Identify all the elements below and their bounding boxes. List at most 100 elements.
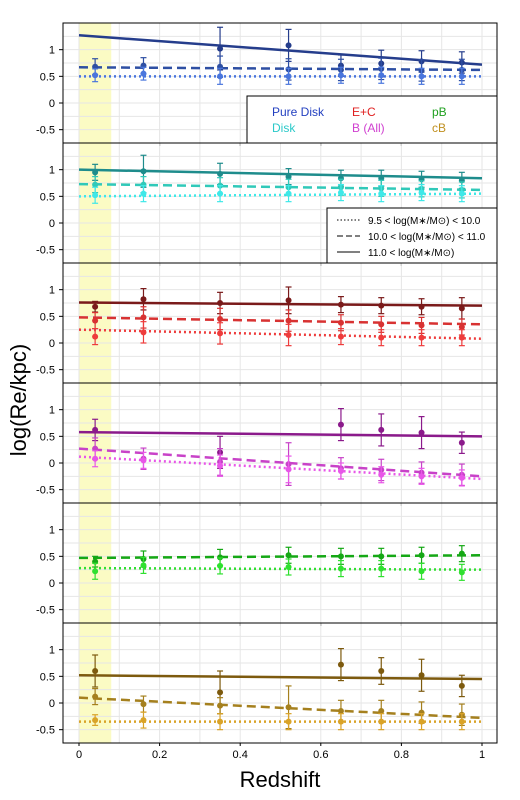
data-point [140,329,147,336]
data-point [285,297,292,304]
data-point [217,330,224,337]
data-point [217,462,224,469]
panel-5: -0.5 0 0.5 1 [36,502,498,626]
x-axis-label: Redshift [240,767,321,792]
data-point [418,303,425,310]
data-point [285,704,292,711]
y-tick-label: 0 [49,218,55,230]
data-point [217,562,224,569]
series-line-solid [78,674,483,681]
data-point [458,569,465,576]
series-line-dotted [78,566,483,571]
data-point [285,173,292,180]
y-tick-label: 1 [49,165,55,177]
y-tick-label: 1 [49,525,55,537]
series-line-dotted [78,328,483,340]
legend-mass-dotted-label: 9.5 < log(M∗/M⊙) < 10.0 [368,216,481,227]
data-point [92,169,99,176]
y-axis-label: log(Re/kpc) [6,344,31,456]
data-point [92,303,99,310]
data-point [92,568,99,575]
data-point [378,175,385,182]
x-tick-label: 0.8 [394,749,409,761]
data-point [378,72,385,79]
series-line-solid [78,301,483,307]
data-point [285,190,292,197]
data-point [217,300,224,306]
data-point [418,322,425,329]
data-point [458,682,465,689]
legend-mass-solid-label: 11.0 < log(M∗/M⊙) [368,248,454,259]
x-tick-label: 0.6 [313,749,328,761]
data-point [378,426,385,433]
y-tick-label: 0.5 [40,551,55,563]
data-point [458,550,465,557]
data-point [378,553,385,560]
data-point [418,73,425,80]
data-point [418,552,425,559]
data-point [337,468,344,474]
legend-pure-disk: Pure Disk [272,105,325,119]
data-point [140,168,147,175]
x-tick-label: 1 [479,749,485,761]
y-tick-label: 1 [49,285,55,297]
data-point [92,192,99,199]
data-point [217,689,224,696]
panel-frame [62,622,498,744]
y-tick-label: 0 [49,458,55,470]
data-point [378,321,385,328]
data-point [92,668,99,674]
y-tick-label: -0.5 [36,125,55,137]
data-point [92,693,99,700]
legend-disk: Disk [272,121,296,135]
data-point [337,333,344,340]
data-point [337,189,344,196]
series-line-dashed [78,182,483,192]
data-point [217,190,224,197]
panel-6: -0.5 0 0.5 1 0 0.2 0.4 0.6 0.8 1 [36,622,498,761]
y-tick-label: 0 [49,698,55,710]
data-point [140,562,147,569]
series-line-dashed [78,316,483,326]
data-point [418,334,425,341]
data-point [378,334,385,341]
data-point [140,717,147,724]
data-point [285,42,292,49]
data-point [458,334,465,341]
data-point [140,296,147,303]
data-point [337,661,344,668]
data-point [378,190,385,197]
series-line-solid [78,430,483,438]
x-tick-label: 0.4 [233,749,248,761]
data-point [378,565,385,572]
y-tick-label: 0.5 [40,431,55,443]
data-point [285,332,292,338]
data-point [378,708,385,714]
y-tick-label: -0.5 [36,725,55,737]
data-point [418,473,425,480]
series-line-dashed [78,554,483,560]
legend-b-all: B (All) [352,121,385,135]
data-point [418,429,425,436]
legend-mass: 9.5 < log(M∗/M⊙) < 10.0 10.0 < log(M∗/M⊙… [326,207,498,264]
data-point [337,553,344,560]
y-tick-label: 0.5 [40,671,55,683]
y-tick-label: -0.5 [36,485,55,497]
data-point [378,668,385,674]
data-point [418,568,425,575]
data-point [92,445,99,452]
y-tick-label: 0.5 [40,311,55,323]
data-point [458,190,465,197]
legend-pb: pB [432,105,447,119]
panel-3: -0.5 0 0.5 1 [36,262,498,386]
data-point [458,474,465,481]
data-point [458,324,465,330]
data-point [337,421,344,428]
y-tick-label: 0.5 [40,191,55,203]
x-tick-label: 0.2 [152,749,167,761]
data-point [458,439,465,446]
data-point [337,301,344,308]
data-point [285,466,292,473]
y-tick-label: -0.5 [36,365,55,377]
